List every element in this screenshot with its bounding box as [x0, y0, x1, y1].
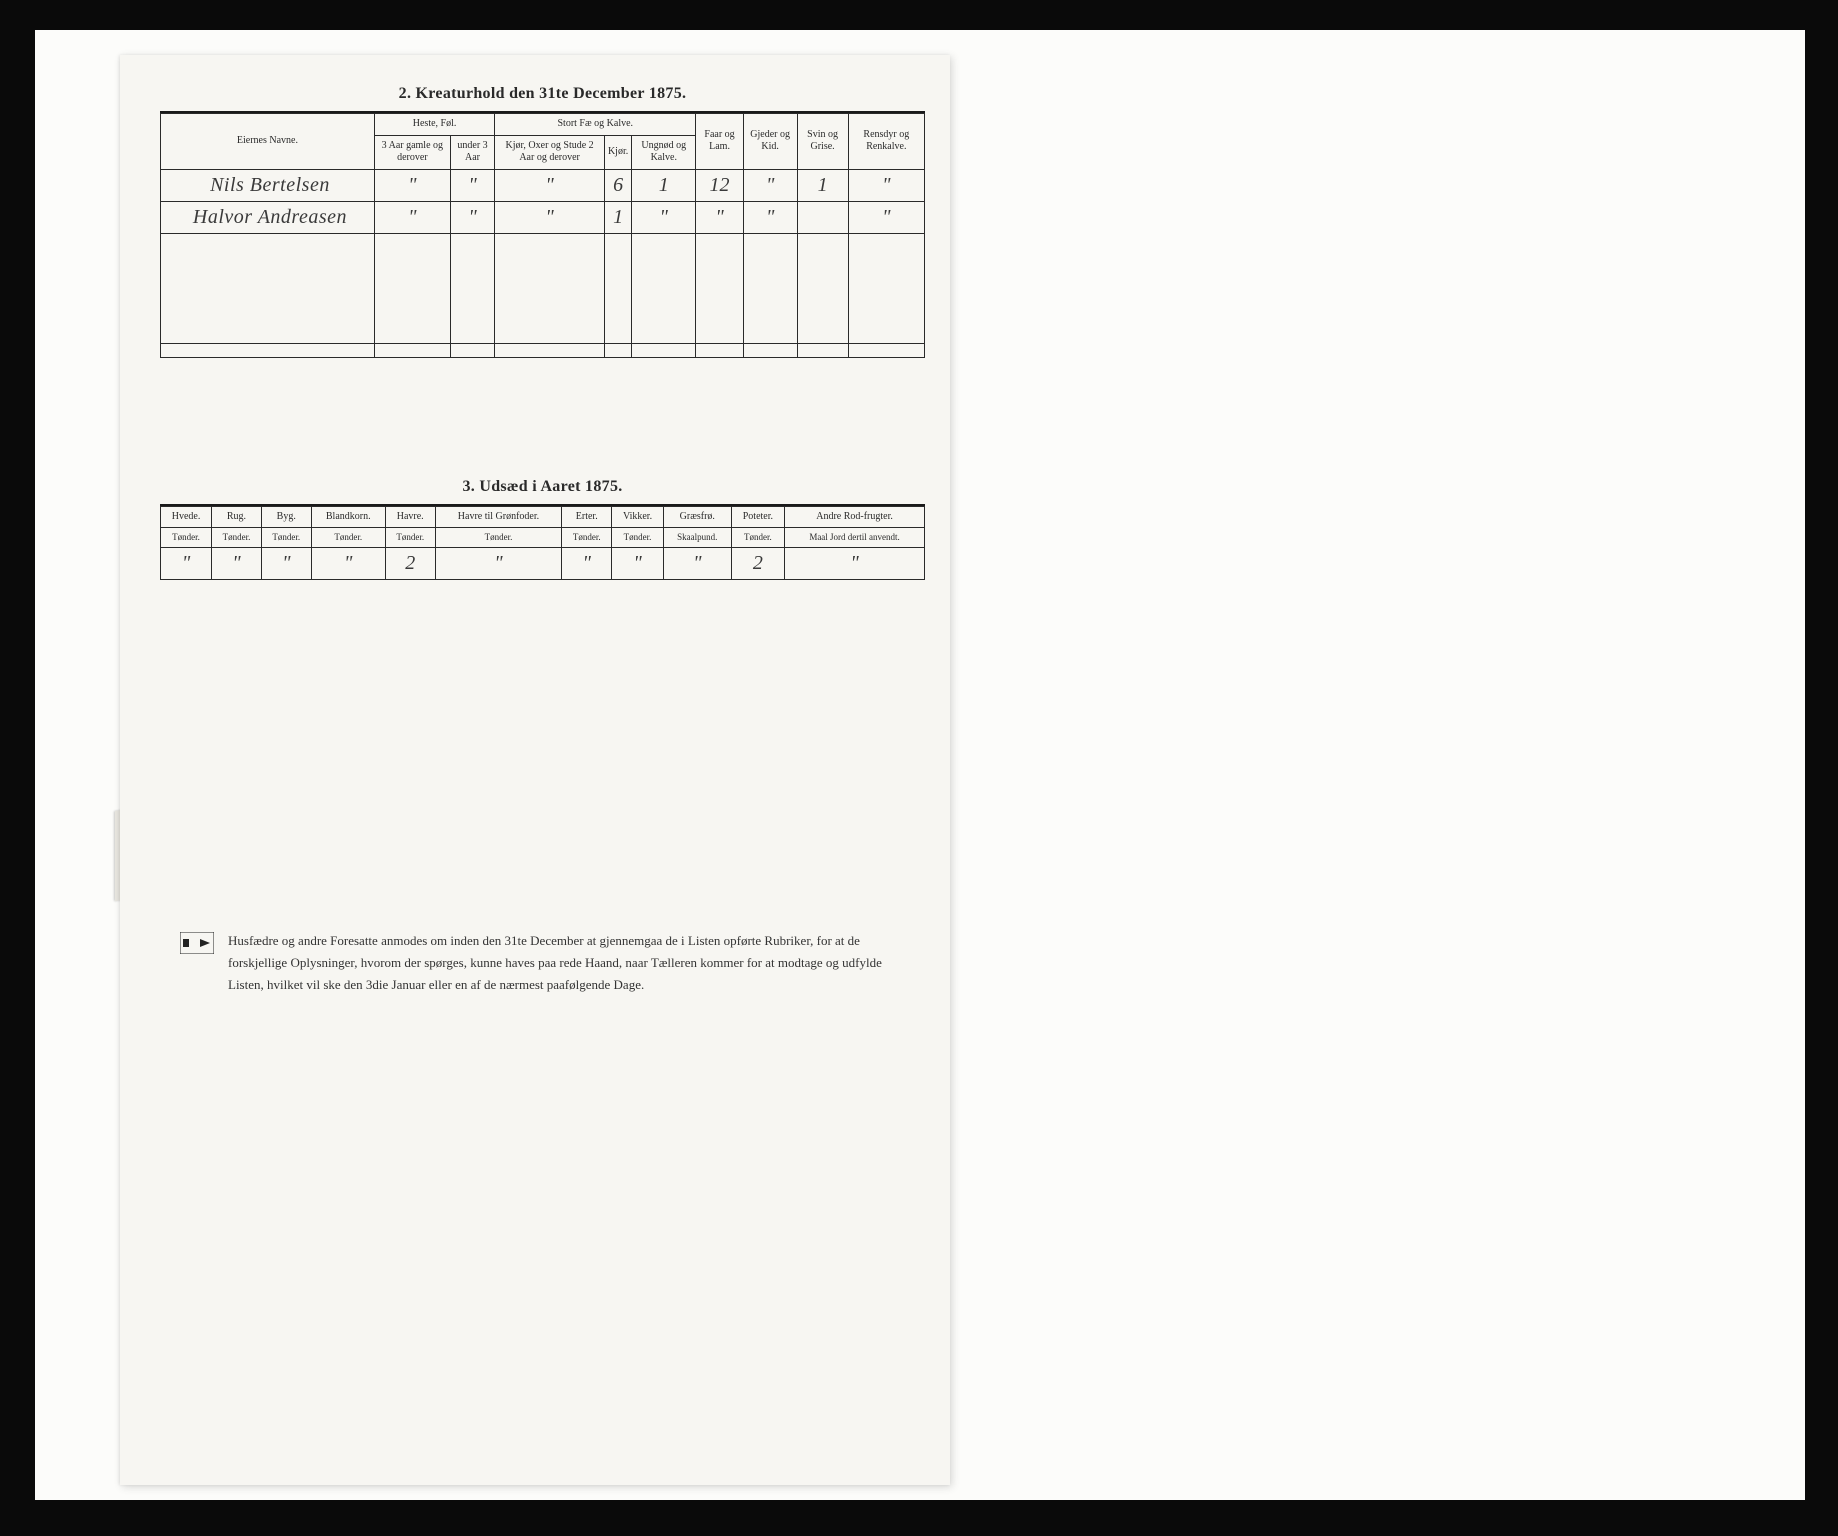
- th-sub: Tønder.: [385, 528, 435, 548]
- cell: 1: [632, 169, 696, 201]
- th-heste2: under 3 Aar: [450, 135, 494, 169]
- cell: ": [848, 169, 924, 201]
- cell: ": [743, 201, 797, 233]
- pointing-hand-icon: [180, 932, 214, 996]
- cell: ": [632, 201, 696, 233]
- cell: ": [495, 201, 605, 233]
- livestock-table: Eiernes Navne. Heste, Føl. Stort Fæ og K…: [160, 113, 925, 358]
- th-andre: Andre Rod-frugter.: [785, 506, 925, 528]
- table1-title: 2. Kreaturhold den 31te December 1875.: [160, 85, 925, 103]
- spacer: [160, 358, 925, 478]
- cell: ": [663, 548, 731, 580]
- th-gjeder: Gjeder og Kid.: [743, 114, 797, 170]
- th-sub: Tønder.: [311, 528, 385, 548]
- th-ren: Rensdyr og Renkalve.: [848, 114, 924, 170]
- cell: ": [562, 548, 612, 580]
- scan-background: 2. Kreaturhold den 31te December 1875. E…: [35, 30, 1805, 1500]
- cell: ": [374, 201, 450, 233]
- table2-title: 3. Udsæd i Aaret 1875.: [160, 478, 925, 496]
- th-sub: Skaalpund.: [663, 528, 731, 548]
- cell: 1: [797, 169, 848, 201]
- th-sub: Maal Jord dertil anvendt.: [785, 528, 925, 548]
- cell: ": [261, 548, 311, 580]
- table-row: Halvor Andreasen " " " 1 " " " ": [161, 201, 925, 233]
- cell: ": [311, 548, 385, 580]
- th-sub: Tønder.: [161, 528, 212, 548]
- cell: 2: [385, 548, 435, 580]
- footnote-block: Husfædre og andre Foresatte anmodes om i…: [160, 930, 925, 996]
- cell: ": [435, 548, 562, 580]
- cell: ": [696, 201, 743, 233]
- th-vikker: Vikker.: [612, 506, 664, 528]
- cell: 2: [731, 548, 784, 580]
- cell: ": [212, 548, 262, 580]
- th-sub: Tønder.: [562, 528, 612, 548]
- th-sub: Tønder.: [261, 528, 311, 548]
- census-form-page: 2. Kreaturhold den 31te December 1875. E…: [120, 55, 950, 1485]
- cell: ": [785, 548, 925, 580]
- th-sub: Tønder.: [612, 528, 664, 548]
- th-bland: Blandkorn.: [311, 506, 385, 528]
- th-rug: Rug.: [212, 506, 262, 528]
- th-havre: Havre.: [385, 506, 435, 528]
- cell: ": [612, 548, 664, 580]
- th-stort3: Ungnød og Kalve.: [632, 135, 696, 169]
- th-byg: Byg.: [261, 506, 311, 528]
- th-havretil: Havre til Grønfoder.: [435, 506, 562, 528]
- cell: ": [495, 169, 605, 201]
- th-heste1: 3 Aar gamle og derover: [374, 135, 450, 169]
- th-faar: Faar og Lam.: [696, 114, 743, 170]
- cell: 6: [604, 169, 631, 201]
- cell-name: Nils Bertelsen: [161, 169, 375, 201]
- cell: ": [450, 201, 494, 233]
- cell: 12: [696, 169, 743, 201]
- th-sub: Tønder.: [212, 528, 262, 548]
- cell: [797, 201, 848, 233]
- table-row: " " " " 2 " " " " 2 ": [161, 548, 925, 580]
- cell: 1: [604, 201, 631, 233]
- th-group-heste: Heste, Føl.: [374, 114, 494, 136]
- th-group-stort: Stort Fæ og Kalve.: [495, 114, 696, 136]
- th-sub: Tønder.: [435, 528, 562, 548]
- th-erter: Erter.: [562, 506, 612, 528]
- table-row: Nils Bertelsen " " " 6 1 12 " 1 ": [161, 169, 925, 201]
- cell: ": [743, 169, 797, 201]
- cell: ": [450, 169, 494, 201]
- th-potet: Poteter.: [731, 506, 784, 528]
- th-stort2: Kjør.: [604, 135, 631, 169]
- footnote-text: Husfædre og andre Foresatte anmodes om i…: [228, 930, 905, 996]
- th-svin: Svin og Grise.: [797, 114, 848, 170]
- table-row-empty: [161, 233, 925, 343]
- cell-name: Halvor Andreasen: [161, 201, 375, 233]
- cell: ": [374, 169, 450, 201]
- th-sub: Tønder.: [731, 528, 784, 548]
- th-stort1: Kjør, Oxer og Stude 2 Aar og derover: [495, 135, 605, 169]
- cell: ": [848, 201, 924, 233]
- th-gras: Græsfrø.: [663, 506, 731, 528]
- table-row-footer: [161, 343, 925, 357]
- seed-table: Hvede. Rug. Byg. Blandkorn. Havre. Havre…: [160, 506, 925, 581]
- cell: ": [161, 548, 212, 580]
- th-owner-name: Eiernes Navne.: [161, 114, 375, 170]
- th-hvede: Hvede.: [161, 506, 212, 528]
